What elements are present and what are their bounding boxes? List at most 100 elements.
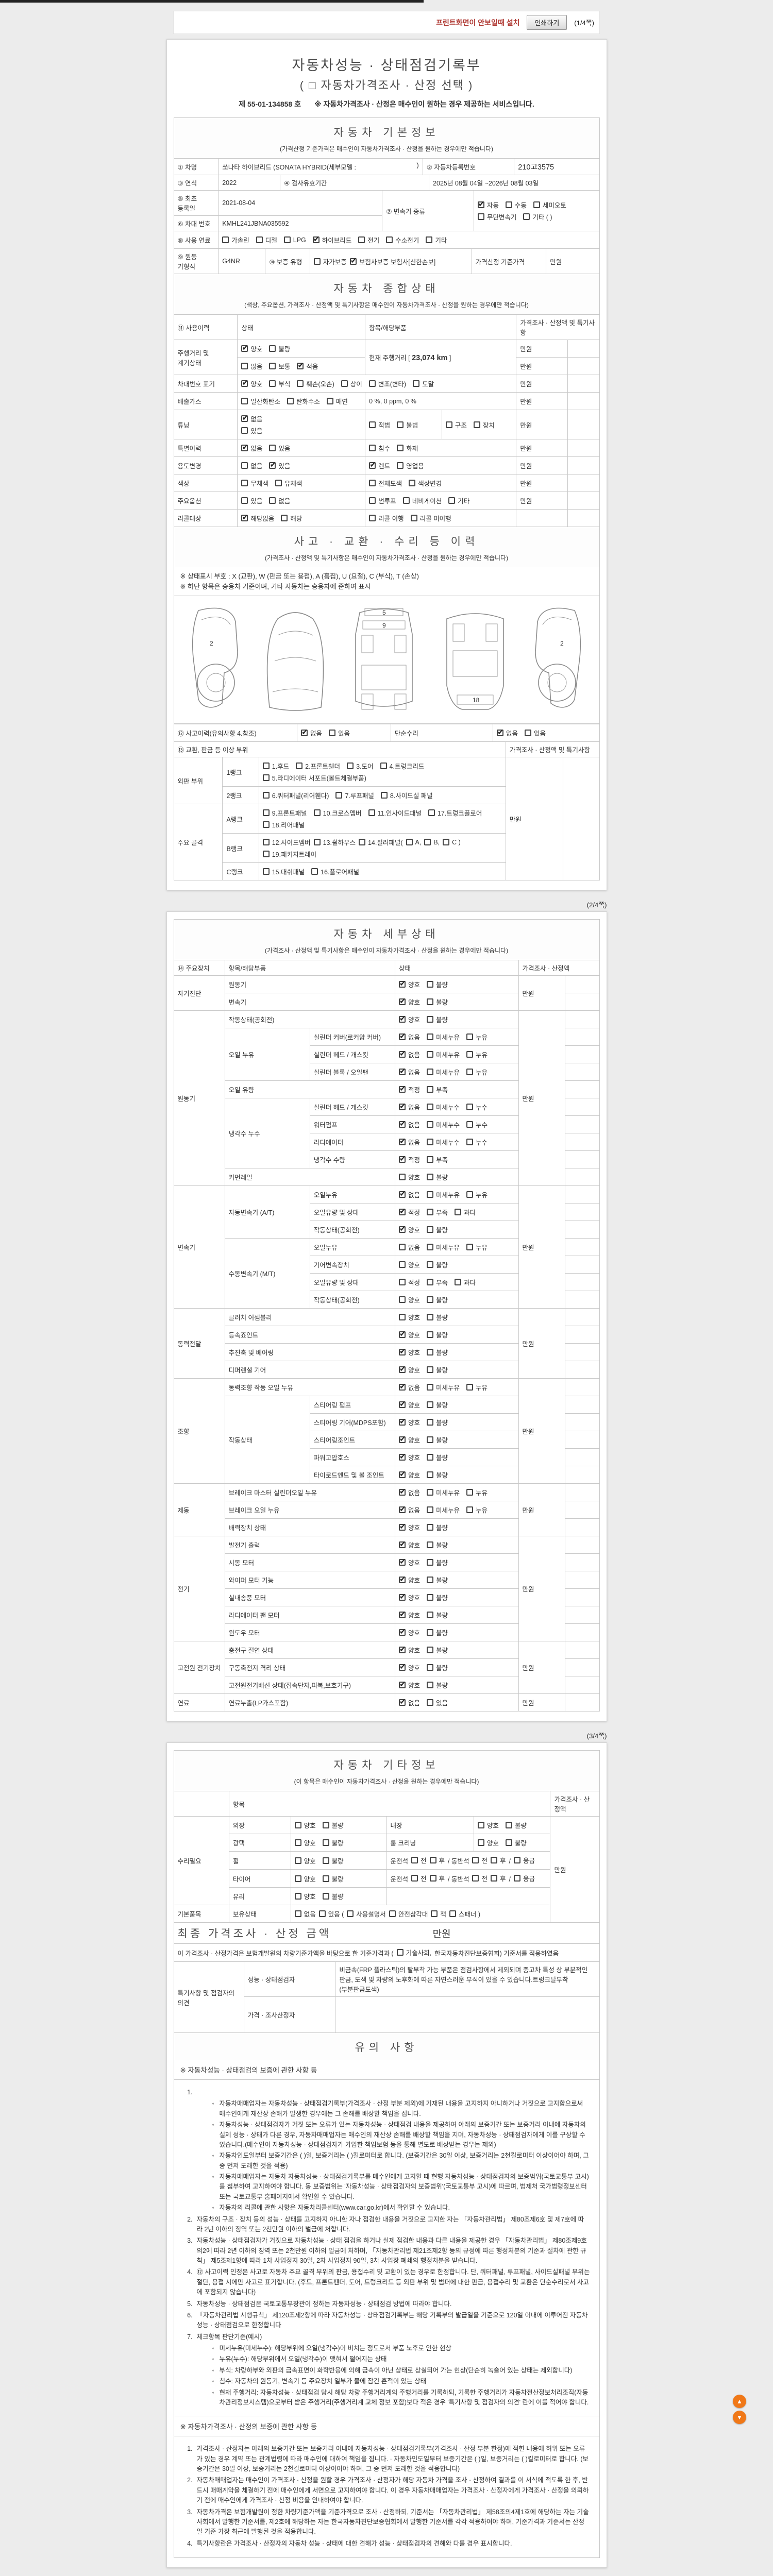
checkbox-option[interactable]: 양호 (398, 1347, 420, 1357)
checkbox-option[interactable]: 스패너 ) (449, 1909, 480, 1919)
print-install-notice[interactable]: 프린트화면이 안보일때 설치 (436, 18, 520, 27)
checkbox-unchecked-icon[interactable] (297, 380, 304, 387)
checkbox-option[interactable]: 불량 (427, 1522, 448, 1532)
checkbox-option[interactable]: 양호 (294, 1874, 316, 1884)
checkbox-unchecked-icon[interactable] (398, 1296, 406, 1303)
checkbox-unchecked-icon[interactable] (347, 762, 354, 769)
checkbox-unchecked-icon[interactable] (313, 258, 321, 265)
checkbox-option[interactable]: 전 (472, 1855, 488, 1865)
checkbox-unchecked-icon[interactable] (427, 1559, 433, 1566)
checkbox-unchecked-icon[interactable] (514, 1857, 520, 1863)
checkbox-unchecked-icon[interactable] (322, 1839, 329, 1846)
checkbox-unchecked-icon[interactable] (427, 1261, 433, 1268)
checkbox-unchecked-icon[interactable] (241, 462, 248, 469)
checkbox-unchecked-icon[interactable] (427, 1401, 433, 1408)
checkbox-option[interactable]: 미세누유 (427, 1505, 460, 1515)
checkbox-unchecked-icon[interactable] (386, 236, 393, 243)
checkbox-option[interactable]: 불량 (322, 1838, 344, 1848)
checkbox-checked-icon[interactable] (398, 1434, 406, 1444)
checkbox-option[interactable]: 양호 (398, 1557, 420, 1567)
checkbox-unchecked-icon[interactable] (514, 1875, 520, 1882)
checkbox-unchecked-icon[interactable] (466, 1384, 474, 1391)
checkbox-unchecked-icon[interactable] (256, 236, 263, 243)
checkbox-unchecked-icon[interactable] (427, 1191, 433, 1198)
checkbox-unchecked-icon[interactable] (313, 839, 321, 845)
checkbox-option[interactable]: 누유 (466, 1487, 488, 1497)
checkbox-option[interactable]: 불량 (322, 1891, 344, 1901)
checkbox-option[interactable]: 누수 (466, 1137, 488, 1147)
checkbox-option[interactable]: 없음 (496, 727, 518, 738)
checkbox-option[interactable]: 11.인사이드패널 (368, 808, 422, 818)
checkbox-unchecked-icon[interactable] (427, 1209, 433, 1215)
checkbox-option[interactable]: 불량 (427, 1225, 448, 1234)
checkbox-unchecked-icon[interactable] (275, 480, 282, 486)
checkbox-unchecked-icon[interactable] (426, 236, 433, 243)
checkbox-unchecked-icon[interactable] (262, 792, 270, 799)
checkbox-checked-icon[interactable] (398, 1014, 406, 1023)
checkbox-option[interactable]: 무채색 (241, 478, 268, 488)
checkbox-unchecked-icon[interactable] (466, 1489, 474, 1496)
checkbox-option[interactable]: 훼손(오손) (297, 379, 334, 388)
checkbox-unchecked-icon[interactable] (427, 1541, 433, 1548)
checkbox-unchecked-icon[interactable] (427, 1069, 433, 1075)
checkbox-option[interactable]: 적정 (398, 1277, 420, 1287)
checkbox-option[interactable]: 양호 (398, 1014, 420, 1024)
checkbox-option[interactable]: 불량 (322, 1820, 344, 1830)
checkbox-unchecked-icon[interactable] (427, 1279, 433, 1285)
checkbox-option[interactable]: 불량 (427, 1592, 448, 1602)
checkbox-unchecked-icon[interactable] (322, 1875, 329, 1882)
checkbox-unchecked-icon[interactable] (241, 497, 248, 504)
checkbox-option[interactable]: 해당없음 (241, 513, 274, 523)
checkbox-unchecked-icon[interactable] (294, 1893, 301, 1900)
checkbox-unchecked-icon[interactable] (269, 497, 276, 504)
checkbox-option[interactable]: 불량 (427, 1312, 448, 1322)
checkbox-unchecked-icon[interactable] (466, 1069, 474, 1075)
checkbox-option[interactable]: 양호 (398, 1399, 420, 1410)
checkbox-option[interactable]: 누유 (466, 1067, 488, 1077)
checkbox-option[interactable]: 불량 (427, 1470, 448, 1480)
checkbox-option[interactable]: 수소전기 (386, 235, 419, 245)
checkbox-option[interactable]: 후 (429, 1855, 445, 1865)
checkbox-unchecked-icon[interactable] (505, 1822, 512, 1828)
checkbox-option[interactable]: 양호 (398, 1434, 420, 1445)
checkbox-unchecked-icon[interactable] (427, 1594, 433, 1601)
checkbox-option[interactable]: 양호 (477, 1820, 499, 1830)
checkbox-unchecked-icon[interactable] (409, 480, 416, 486)
print-button[interactable]: 인쇄하기 (527, 15, 567, 30)
checkbox-unchecked-icon[interactable] (449, 1910, 456, 1917)
checkbox-unchecked-icon[interactable] (427, 1086, 433, 1093)
checkbox-option[interactable]: 보험사보증 보험사[신한손보] (349, 256, 435, 266)
checkbox-checked-icon[interactable] (398, 1207, 406, 1216)
checkbox-unchecked-icon[interactable] (477, 1822, 484, 1828)
checkbox-unchecked-icon[interactable] (427, 1244, 433, 1250)
checkbox-option[interactable]: 16.플로어패널 (311, 867, 359, 876)
checkbox-checked-icon[interactable] (398, 1031, 406, 1041)
checkbox-unchecked-icon[interactable] (322, 1822, 329, 1828)
checkbox-unchecked-icon[interactable] (448, 497, 456, 504)
checkbox-unchecked-icon[interactable] (398, 1244, 406, 1250)
checkbox-unchecked-icon[interactable] (294, 1857, 301, 1864)
checkbox-option[interactable]: 없음 (241, 461, 262, 470)
checkbox-option[interactable]: 누유 (466, 1032, 488, 1042)
checkbox-option[interactable]: 전 (472, 1873, 488, 1883)
checkbox-unchecked-icon[interactable] (294, 1839, 301, 1846)
checkbox-unchecked-icon[interactable] (466, 1506, 474, 1513)
checkbox-option[interactable]: 부족 (427, 1155, 448, 1164)
checkbox-option[interactable]: 양호 (398, 1539, 420, 1550)
checkbox-checked-icon[interactable] (398, 1224, 406, 1233)
checkbox-option[interactable]: 없음 (398, 1137, 420, 1147)
checkbox-option[interactable]: 10.크로스멤버 (313, 808, 362, 818)
checkbox-option[interactable]: 탄화수소 (287, 396, 320, 406)
checkbox-option[interactable]: 양호 (398, 1295, 420, 1304)
checkbox-unchecked-icon[interactable] (380, 762, 387, 769)
checkbox-option[interactable]: 양호 (477, 1838, 499, 1848)
checkbox-option[interactable]: 적정 (398, 1154, 420, 1164)
checkbox-option[interactable]: 누수 (466, 1120, 488, 1129)
checkbox-option[interactable]: 12.사이드멤버 (262, 837, 311, 847)
checkbox-option[interactable]: 없음 (398, 1031, 420, 1042)
checkbox-unchecked-icon[interactable] (369, 497, 376, 504)
checkbox-option[interactable]: 불량 (427, 1330, 448, 1340)
checkbox-unchecked-icon[interactable] (427, 1366, 433, 1373)
checkbox-option[interactable]: 18.리어패널 (262, 820, 305, 829)
checkbox-unchecked-icon[interactable] (358, 236, 365, 243)
